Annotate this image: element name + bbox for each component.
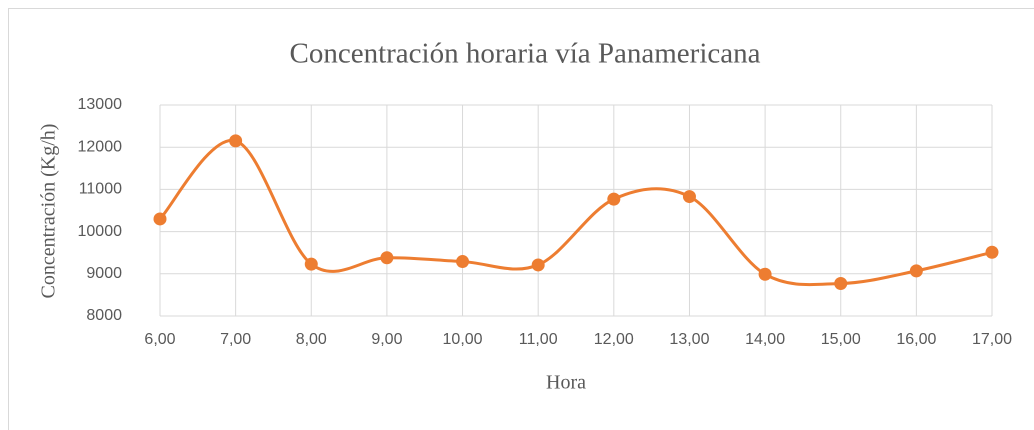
x-tick-label: 6,00 — [144, 331, 175, 348]
x-tick-label: 13,00 — [669, 331, 709, 348]
x-tick-label: 15,00 — [821, 331, 861, 348]
x-tick-label: 16,00 — [896, 331, 936, 348]
marker — [153, 212, 167, 226]
x-tick-label: 7,00 — [220, 331, 251, 348]
y-tick-label: 13000 — [78, 96, 123, 113]
x-tick-label: 9,00 — [371, 331, 402, 348]
y-axis-label: Concentración (Kg/h) — [38, 124, 60, 299]
x-tick-label: 11,00 — [519, 331, 558, 348]
marker — [985, 245, 999, 259]
y-tick-label: 12000 — [78, 138, 123, 155]
y-tick-label: 10000 — [78, 223, 123, 240]
x-tick-label: 12,00 — [594, 331, 634, 348]
marker — [380, 251, 394, 265]
line — [158, 139, 993, 287]
marker — [531, 258, 545, 272]
marker — [909, 264, 923, 278]
y-tick-label: 8000 — [86, 307, 122, 324]
chart-title: Concentración horaria vía Panamericana — [289, 38, 760, 70]
x-tick-label: 14,00 — [745, 331, 785, 348]
x-tick-label: 17,00 — [972, 331, 1012, 348]
marker — [758, 267, 772, 281]
marker — [834, 277, 848, 291]
y-tick-label: 9000 — [86, 265, 122, 282]
x-tick-label: 8,00 — [296, 331, 327, 348]
marker — [682, 190, 696, 204]
marker — [456, 255, 470, 269]
marker — [304, 257, 318, 271]
chart-border — [8, 8, 1034, 430]
x-tick-label: 10,00 — [443, 331, 483, 348]
marker — [607, 192, 621, 206]
x-axis-label: Hora — [546, 372, 586, 394]
y-tick-label: 11000 — [79, 181, 122, 198]
marker — [229, 134, 243, 148]
